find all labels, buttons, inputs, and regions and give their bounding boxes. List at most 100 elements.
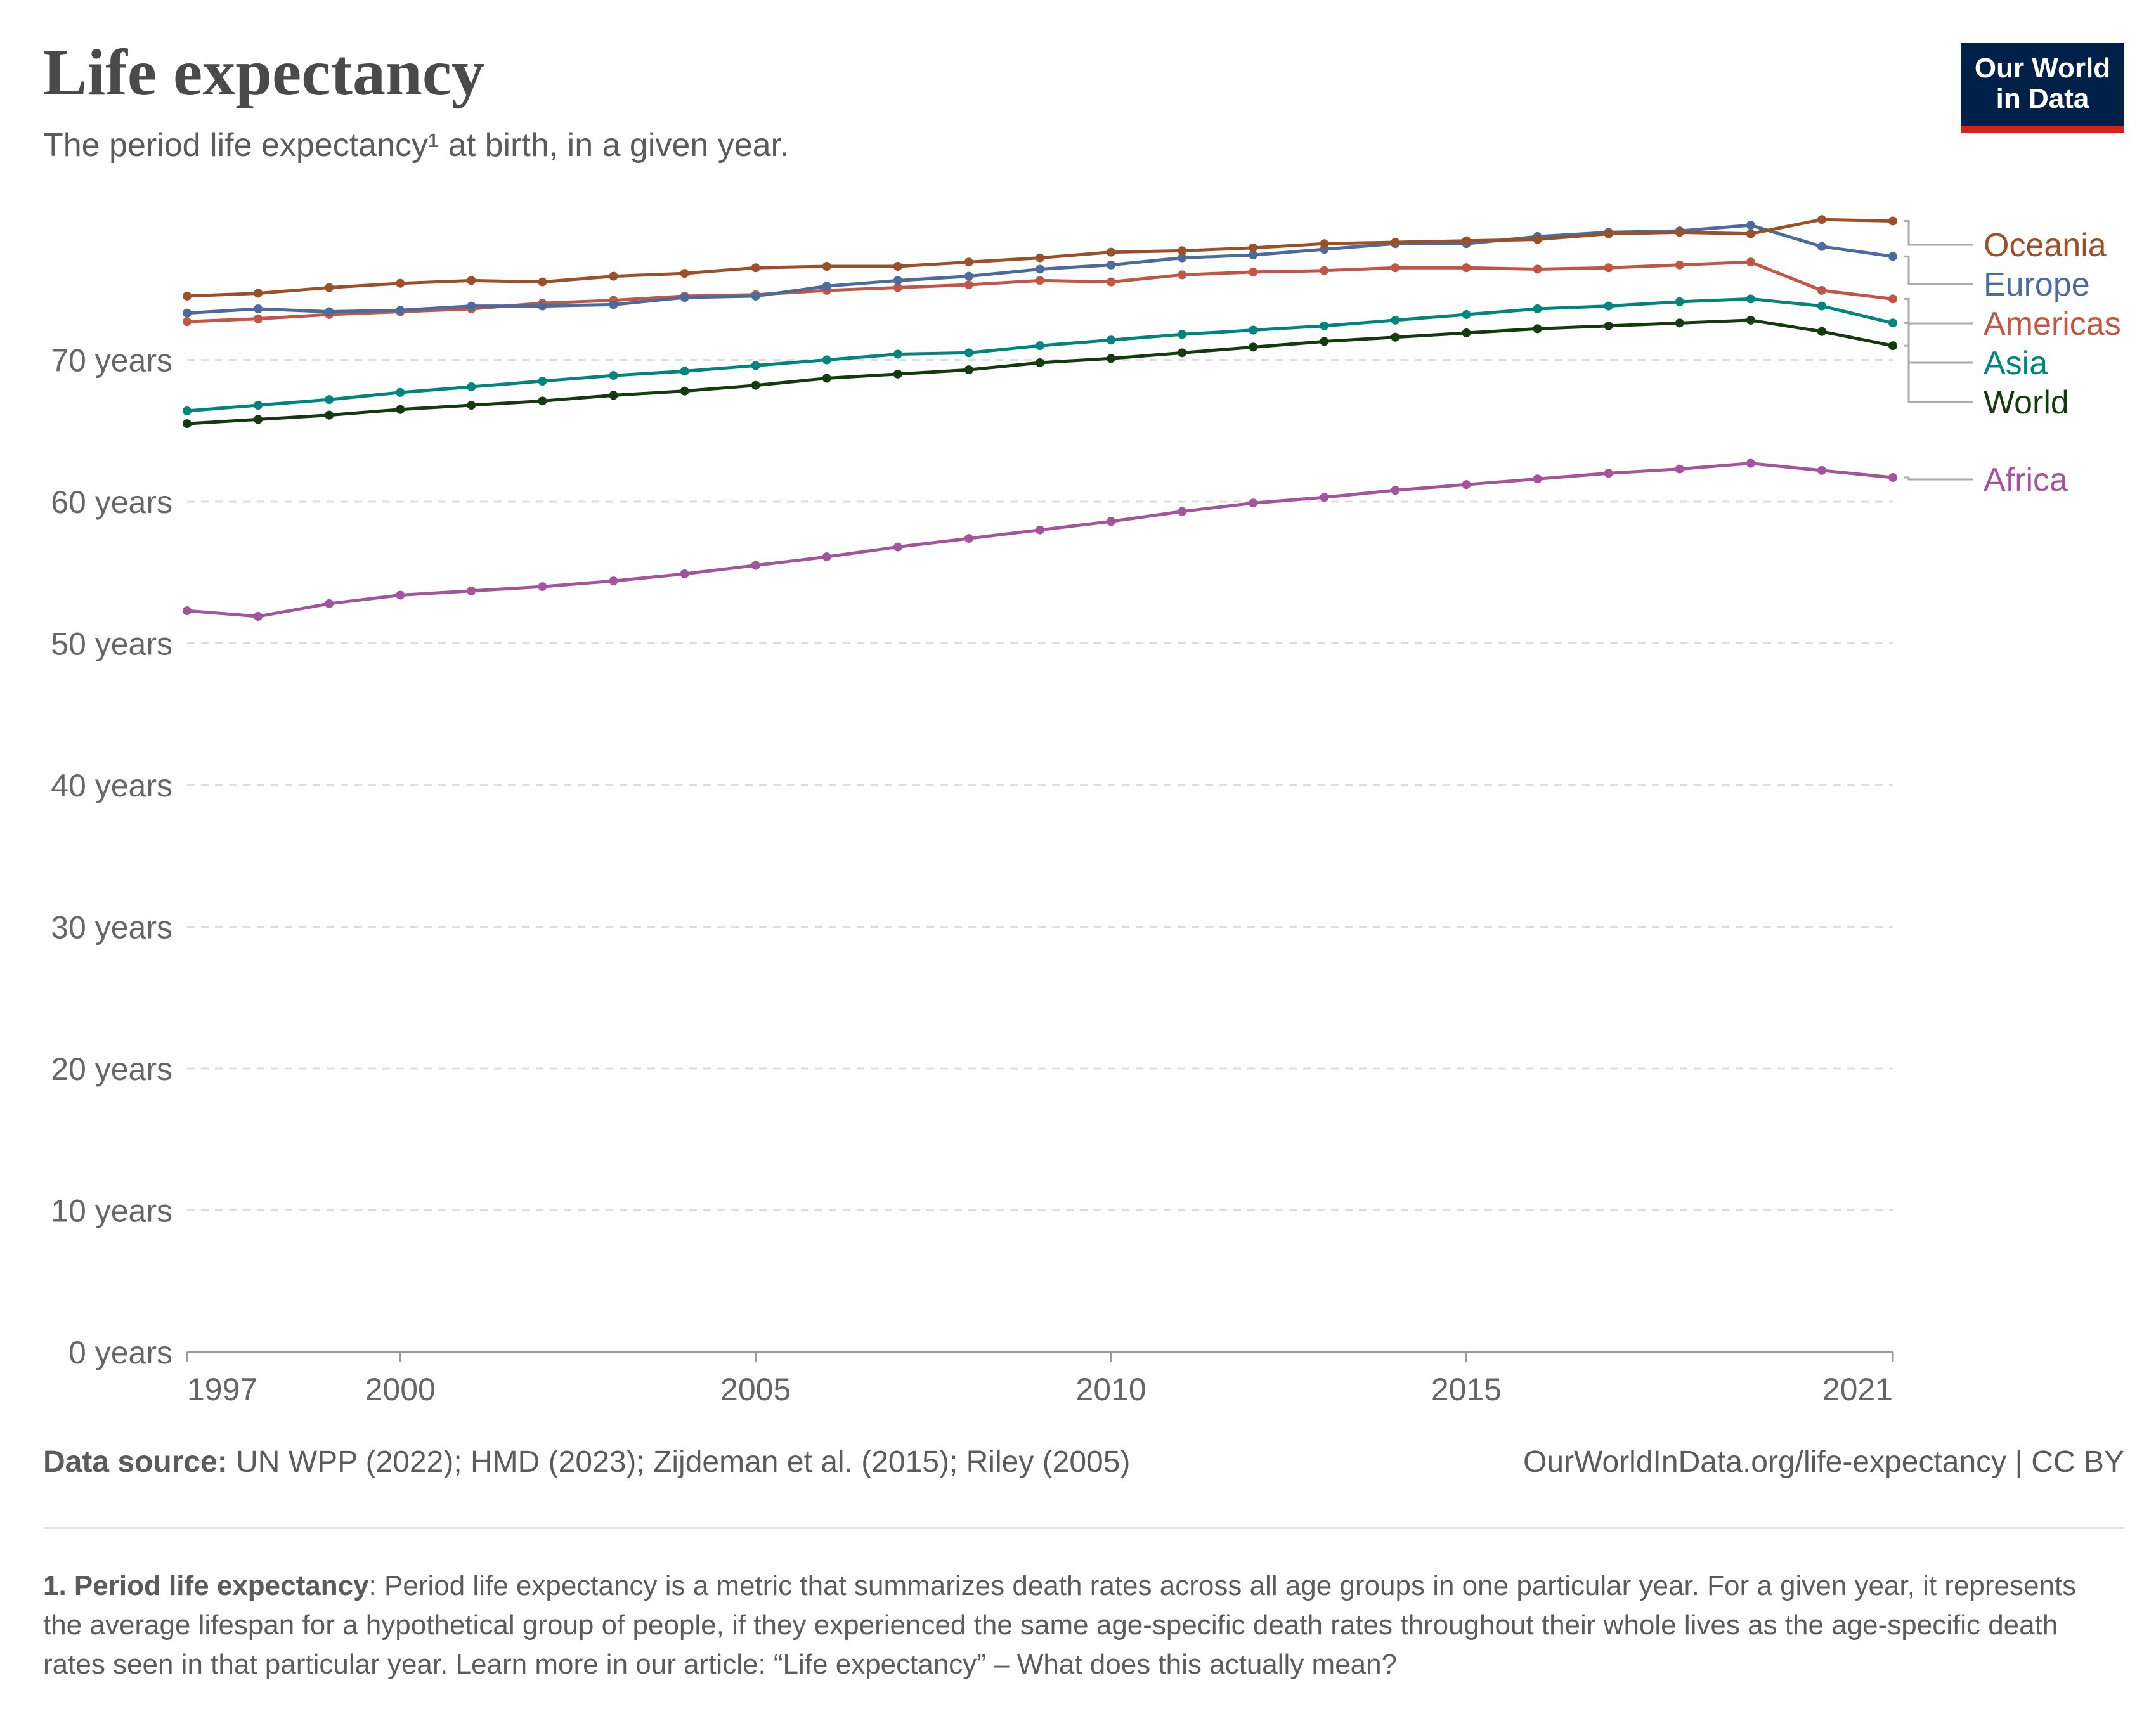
y-tick-label: 30 years <box>51 910 172 946</box>
data-point <box>1391 263 1400 273</box>
y-axis-ticks: 0 years 10 years 20 years 30 years 40 years 5… <box>51 343 172 1371</box>
data-point <box>822 261 831 271</box>
grid-lines <box>187 359 1893 1211</box>
data-point <box>893 283 902 292</box>
data-point <box>1036 264 1044 274</box>
data-point <box>1462 309 1471 319</box>
y-tick-label: 0 years <box>68 1335 172 1370</box>
data-point <box>1036 358 1044 367</box>
data-point <box>396 405 405 414</box>
data-point <box>325 410 334 420</box>
logo-line-1: Our World <box>1974 53 2111 84</box>
data-point <box>1462 480 1471 490</box>
data-point <box>467 276 476 285</box>
legend-connector <box>1904 322 1973 364</box>
data-point <box>325 307 334 316</box>
data-point <box>467 301 476 311</box>
data-point <box>1178 507 1187 516</box>
data-point <box>183 317 192 327</box>
data-point <box>680 367 689 376</box>
data-point <box>254 415 263 424</box>
series-world <box>183 315 1897 429</box>
data-point <box>1533 474 1542 484</box>
data-point <box>751 380 760 390</box>
data-point <box>254 304 263 314</box>
data-point <box>1391 315 1400 325</box>
owid-logo[interactable]: Our World in Data <box>1961 43 2124 133</box>
series-line-asia <box>186 297 1893 413</box>
x-tick-label: 2005 <box>720 1372 791 1407</box>
data-point <box>609 371 618 380</box>
chart-subtitle: The period life expectancy¹ at birth, in… <box>43 127 789 164</box>
data-point <box>1888 341 1897 351</box>
data-point <box>893 261 902 271</box>
data-point <box>538 377 547 386</box>
data-point <box>609 576 618 586</box>
data-point <box>1462 328 1471 338</box>
data-point <box>1036 276 1044 285</box>
data-point <box>467 382 476 391</box>
data-point <box>822 374 831 383</box>
data-point <box>1249 243 1258 252</box>
data-point <box>1817 301 1826 311</box>
data-point <box>538 582 547 592</box>
series-asia <box>183 294 1897 415</box>
data-point <box>1604 469 1613 478</box>
legend-label-americas: Americas <box>1984 306 2121 342</box>
data-source-text: UN WPP (2022); HMD (2023); Zijdeman et a… <box>236 1445 1131 1479</box>
data-point <box>396 306 405 315</box>
data-point <box>254 612 263 621</box>
footnote-term: 1. Period life expectancy <box>43 1570 369 1601</box>
data-point <box>1036 253 1044 263</box>
data-point <box>1178 246 1187 256</box>
data-point <box>1533 264 1542 274</box>
data-point <box>254 314 263 323</box>
data-point <box>1675 464 1684 474</box>
data-point <box>1107 335 1116 345</box>
data-point <box>1249 267 1258 276</box>
data-point <box>1817 285 1826 295</box>
data-point <box>1320 493 1329 502</box>
series-line-world <box>186 318 1893 426</box>
data-point <box>1178 330 1187 339</box>
data-point <box>964 348 973 358</box>
data-point <box>609 300 618 309</box>
legend-label-world: World <box>1984 384 2069 421</box>
data-point <box>1178 253 1187 263</box>
data-point <box>1178 348 1187 358</box>
data-point <box>822 282 831 291</box>
data-point <box>822 355 831 365</box>
data-point <box>1533 235 1542 244</box>
data-point <box>183 419 192 429</box>
data-point <box>1888 294 1897 304</box>
series-africa <box>183 458 1897 621</box>
data-point <box>680 569 689 578</box>
legend-label-europe: Europe <box>1984 266 2090 303</box>
data-point <box>1391 486 1400 495</box>
data-point <box>183 606 192 616</box>
data-point <box>964 280 973 290</box>
data-point <box>1107 354 1116 363</box>
data-point <box>1746 229 1755 238</box>
data-point <box>893 369 902 379</box>
data-point <box>1249 325 1258 335</box>
data-point <box>1746 315 1755 325</box>
data-point <box>1817 215 1826 224</box>
line-chart: 0 years 10 years 20 years 30 years 40 years 5… <box>51 215 2121 1407</box>
footnote: 1. Period life expectancy: Period life e… <box>43 1566 2117 1684</box>
source-url-link[interactable]: OurWorldInData.org/life-expectancy | CC … <box>1523 1445 2124 1479</box>
data-point <box>1462 263 1471 273</box>
legend-connector <box>1904 476 1973 481</box>
x-tick-label: 2021 <box>1822 1372 1893 1407</box>
data-point <box>680 293 689 302</box>
data-point <box>1888 216 1897 226</box>
x-tick-label: 2015 <box>1431 1372 1502 1407</box>
data-point <box>396 387 405 397</box>
y-tick-label: 20 years <box>51 1051 172 1087</box>
data-point <box>325 599 334 608</box>
data-point <box>1107 517 1116 526</box>
data-point <box>1604 263 1613 273</box>
data-point <box>1320 266 1329 275</box>
data-point <box>325 395 334 405</box>
